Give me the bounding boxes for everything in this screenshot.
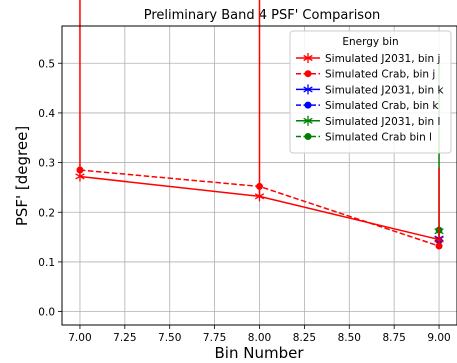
x-tick-label: 7.25 <box>113 332 136 344</box>
legend-entry: Simulated J2031, bin l <box>296 115 440 128</box>
data-point-circle <box>435 242 443 250</box>
chart-title: Preliminary Band 4 PSF' Comparison <box>144 8 381 23</box>
x-tick-label: 8.75 <box>382 332 405 344</box>
data-point-star <box>75 171 85 182</box>
legend-label: Simulated Crab, bin j <box>325 69 435 81</box>
data-point-star <box>434 234 444 245</box>
x-axis-label: Bin Number <box>215 344 305 362</box>
y-tick-label: 0.5 <box>38 58 55 70</box>
legend-box <box>289 30 452 154</box>
legend-label: Simulated Crab, bin k <box>325 100 439 112</box>
y-tick-label: 0.0 <box>38 307 55 319</box>
series-simulated-j2031-bin-j <box>75 0 444 245</box>
y-tick-label: 0.4 <box>38 108 55 120</box>
legend-entry: Simulated Crab, bin k <box>296 100 439 112</box>
legend-marker-circle <box>304 133 312 140</box>
legend-entry: Simulated J2031, bin k <box>296 84 444 96</box>
plot-series <box>75 0 444 250</box>
legend-marker-circle <box>304 101 312 109</box>
legend-label: Simulated J2031, bin k <box>325 84 444 96</box>
x-tick-label: 7.50 <box>158 332 181 344</box>
x-tick-label: 8.00 <box>248 332 271 344</box>
x-tick-label: 7.00 <box>68 332 91 344</box>
data-point-star <box>254 191 265 202</box>
legend-label: Simulated J2031, bin l <box>325 116 440 128</box>
legend-label: Simulated Crab bin l <box>325 132 432 144</box>
y-tick-label: 0.3 <box>38 158 55 170</box>
y-tick-label: 0.2 <box>38 207 55 219</box>
legend-entry: Simulated Crab, bin j <box>296 69 435 81</box>
y-tick-label: 0.1 <box>38 257 55 269</box>
x-tick-label: 8.50 <box>338 332 361 344</box>
legend-marker-circle <box>304 70 312 78</box>
legend-entry: Simulated J2031, bin j <box>296 53 440 65</box>
axis-ticks: 7.00 7.25 7.50 7.75 8.00 8.25 8.50 8.75 9.00 0.0 0… <box>38 58 450 344</box>
legend: Energy bin Simulated J2031, bin j Simulat… <box>289 30 452 154</box>
legend-marker-star <box>303 53 313 63</box>
x-tick-label: 8.25 <box>293 332 316 344</box>
legend-entry: Simulated Crab bin l <box>296 132 432 144</box>
legend-marker-star <box>303 115 313 126</box>
legend-label: Simulated J2031, bin j <box>325 53 440 65</box>
legend-title: Energy bin <box>342 36 398 48</box>
legend-marker-star <box>303 84 313 95</box>
x-tick-label: 9.00 <box>427 332 450 344</box>
x-tick-label: 7.75 <box>203 332 226 344</box>
y-axis-label: PSF' [degree] <box>13 126 31 226</box>
